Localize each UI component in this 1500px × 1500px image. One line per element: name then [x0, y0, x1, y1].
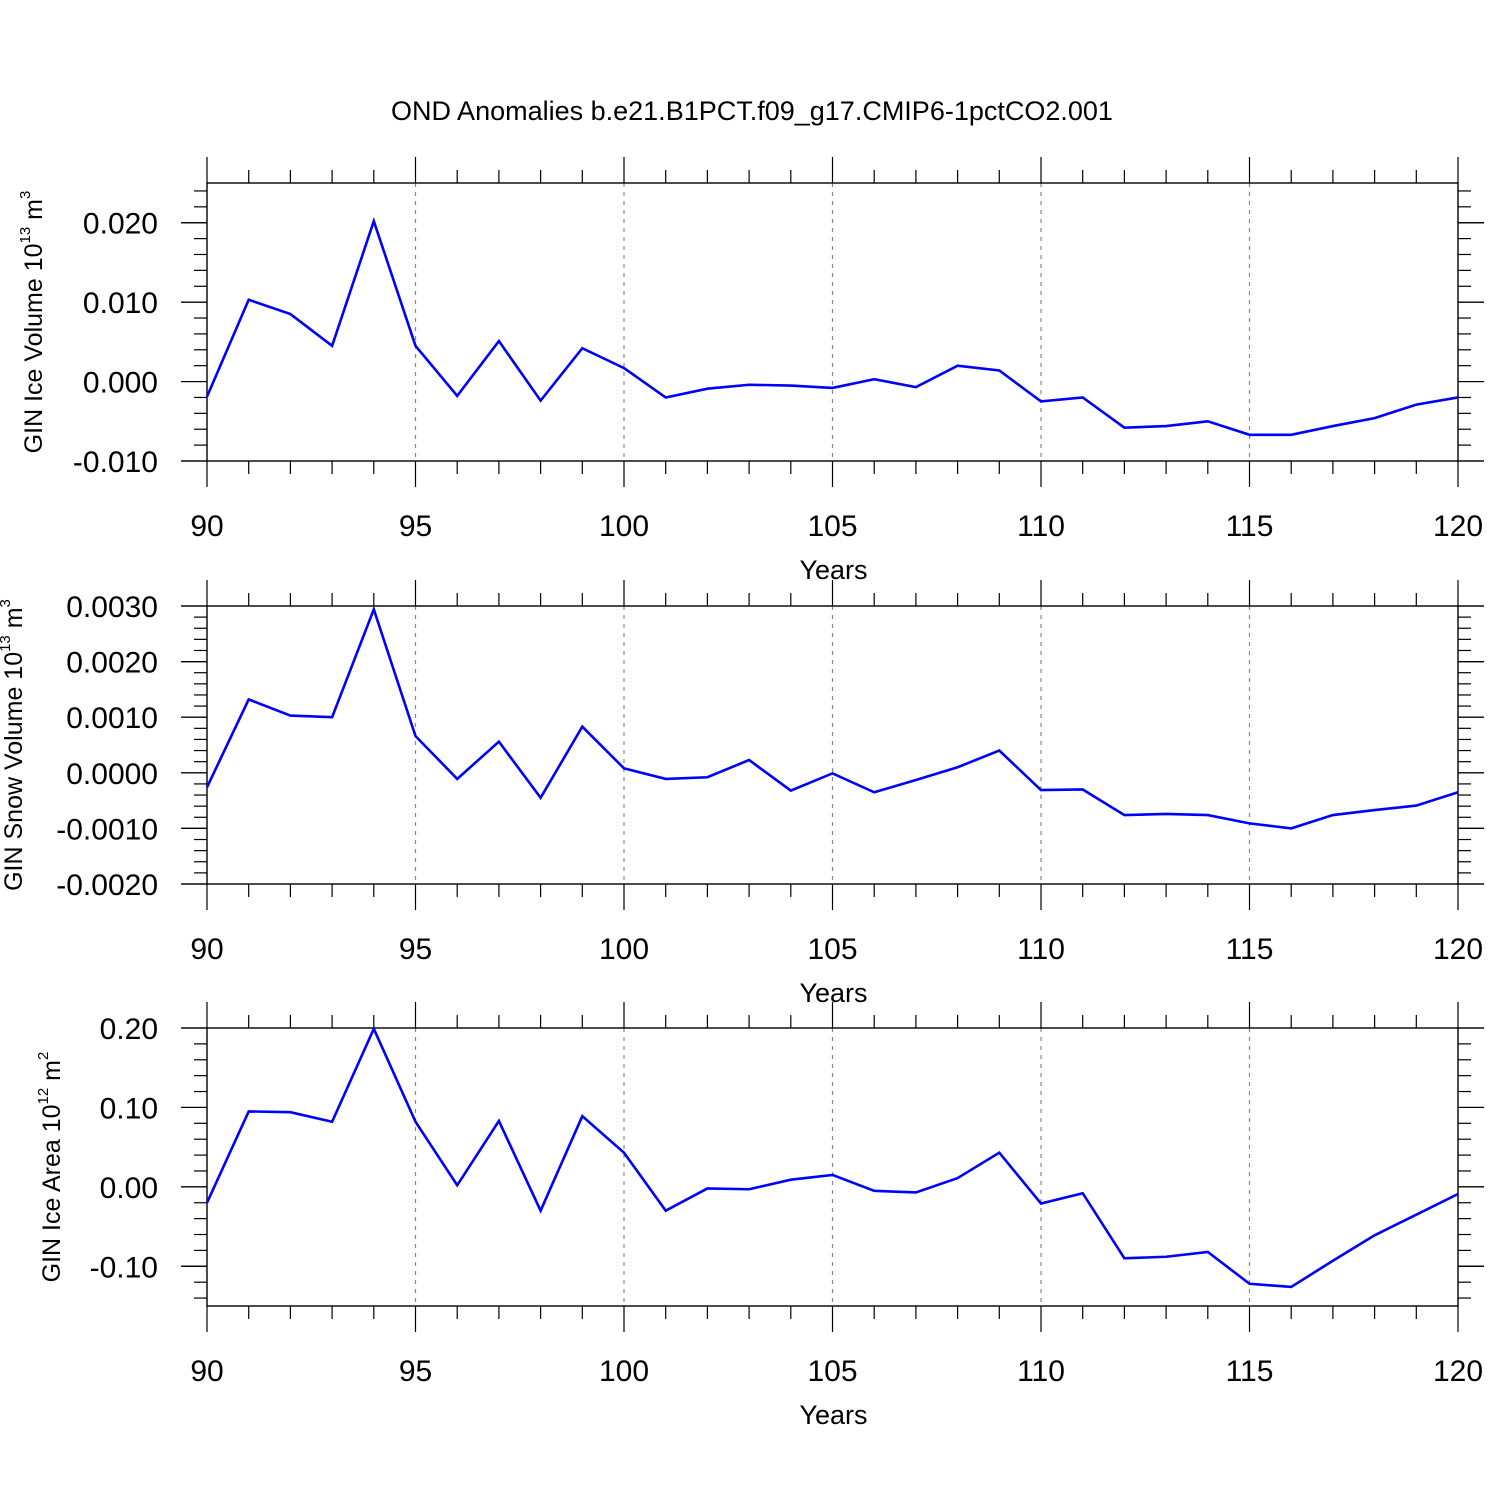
x-tick-label: 110 [1017, 1355, 1065, 1388]
y-label-unit-exponent: 2 [35, 1052, 52, 1060]
series-line [205, 217, 1459, 437]
y-tick-label: 0.0010 [66, 702, 158, 735]
x-tick-label: 100 [599, 1355, 649, 1388]
y-label-unit: m [20, 199, 48, 227]
x-tick-label: 95 [399, 510, 432, 543]
x-tick-label: 110 [1017, 933, 1065, 966]
y-label-text: GIN Ice Area 10 [38, 1104, 66, 1282]
panel-2: -0.0020 -0.0010 0.0000 0.0010 0.0020 0.0030 90… [0, 580, 1484, 1008]
y-tick-label: 0.020 [83, 208, 158, 241]
x-axis-label: Years [799, 1400, 867, 1430]
x-tick-label: 95 [399, 1355, 432, 1388]
y-label-unit-exponent: 3 [17, 191, 34, 199]
x-axis-label: Years [799, 978, 867, 1008]
y-label-text: GIN Ice Volume 10 [20, 243, 48, 453]
x-tick-label: 90 [190, 1355, 223, 1388]
plot-frame [206, 1027, 1459, 1307]
y-tick-label: 0.0000 [66, 758, 158, 791]
y-axis-label: GIN Snow Volume 1013 m3 [0, 599, 28, 891]
y-label-unit: m [38, 1060, 66, 1088]
x-tick-label: 120 [1433, 1355, 1483, 1388]
y-tick-label: 0.0030 [66, 591, 158, 624]
x-tick-label: 120 [1433, 510, 1483, 543]
y-tick-label: 0.20 [100, 1013, 158, 1046]
series-line [205, 1025, 1459, 1289]
y-label-unit-exponent: 3 [0, 599, 14, 607]
x-tick-label: 105 [807, 933, 857, 966]
x-tick-label: 105 [807, 510, 857, 543]
chart-title: OND Anomalies b.e21.B1PCT.f09_g17.CMIP6-… [391, 96, 1113, 126]
x-tick-label: 105 [807, 1355, 857, 1388]
y-axis-label: GIN Ice Volume 1013 m3 [17, 191, 48, 454]
plot-frame [206, 605, 1459, 885]
y-axis-label: GIN Ice Area 1012 m2 [35, 1052, 66, 1283]
x-tick-label: 100 [599, 933, 649, 966]
x-tick-label: 115 [1226, 1355, 1274, 1388]
plot-frame [206, 182, 1459, 462]
series-line [205, 605, 1459, 830]
y-label-text: GIN Snow Volume 10 [0, 652, 28, 891]
x-tick-label: 90 [190, 510, 223, 543]
x-tick-label: 100 [599, 510, 649, 543]
x-tick-label: 120 [1433, 933, 1483, 966]
y-tick-label: -0.0020 [56, 869, 158, 902]
x-tick-label: 115 [1226, 933, 1274, 966]
y-tick-label: 0.010 [83, 287, 158, 320]
x-axis-label: Years [799, 555, 867, 585]
y-tick-label: -0.10 [90, 1251, 158, 1284]
y-tick-label: 0.000 [83, 367, 158, 400]
y-tick-label: 0.00 [100, 1172, 158, 1205]
y-tick-label: -0.010 [73, 446, 158, 479]
x-tick-label: 115 [1226, 510, 1274, 543]
x-tick-label: 110 [1017, 510, 1065, 543]
y-label-unit: m [0, 607, 28, 635]
y-label-exponent: 13 [17, 227, 34, 244]
panel-1: -0.010 0.000 0.010 0.020 90 95 100 105 110 115 120… [17, 157, 1484, 585]
y-label-exponent: 13 [0, 635, 14, 652]
y-label-exponent: 12 [35, 1088, 52, 1105]
x-tick-label: 95 [399, 933, 432, 966]
y-tick-label: -0.0010 [56, 813, 158, 846]
panel-3: -0.10 0.00 0.10 0.20 90 95 100 105 110 115 120 Year… [35, 1002, 1484, 1430]
x-tick-label: 90 [190, 933, 223, 966]
y-tick-label: 0.0020 [66, 647, 158, 680]
y-tick-label: 0.10 [100, 1092, 158, 1125]
